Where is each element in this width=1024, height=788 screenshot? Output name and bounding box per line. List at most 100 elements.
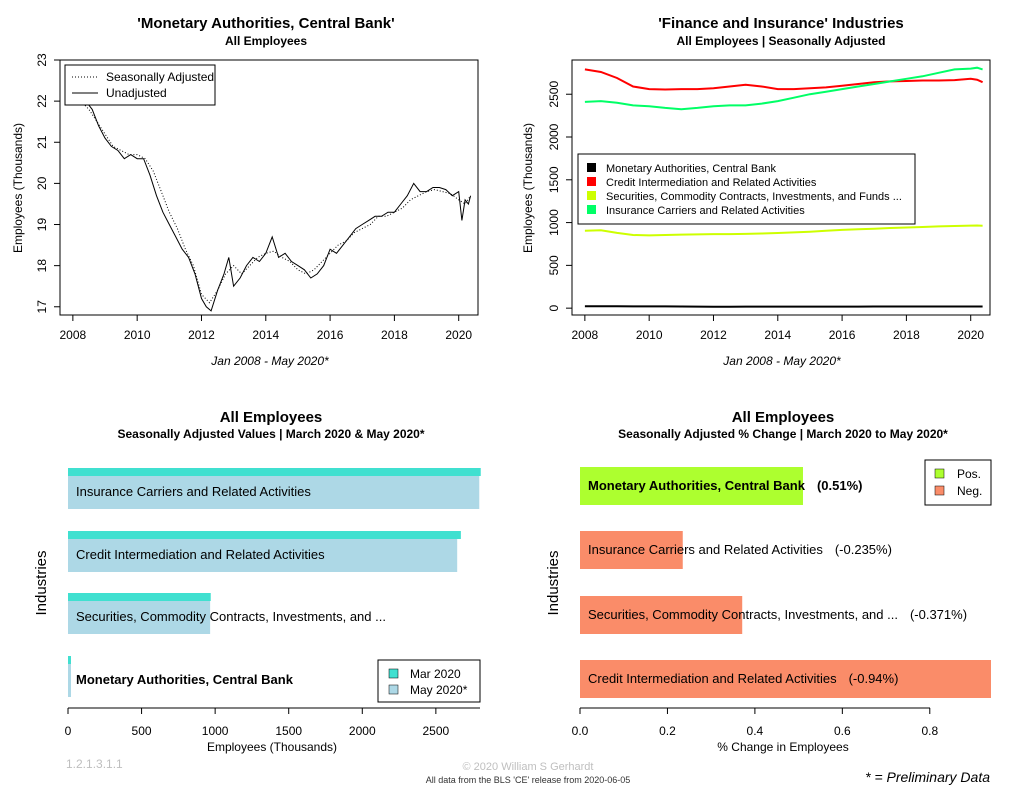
chart3-bar-may-3: [68, 664, 71, 697]
chart4-legend-entry-pos: Pos.: [957, 467, 981, 481]
chart2-xtick-label: 2010: [636, 328, 663, 342]
chart3-legend-swatch-0: [388, 668, 399, 679]
chart4-bar-2: [580, 596, 743, 634]
chart2-series-2-line: [584, 224, 983, 237]
chart2-ytick-label: 1500: [547, 166, 561, 193]
chart2-series-1-line: [584, 68, 984, 91]
chart1-ytick-label: 17: [35, 300, 49, 314]
chart3-category-label-0: Insurance Carriers and Related Activitie…: [76, 484, 311, 499]
chart2-ytick-label: 2500: [547, 81, 561, 108]
chart4-title: All Employees: [732, 409, 835, 426]
chart3-xtick-label: 500: [132, 724, 152, 738]
source-label: All data from the BLS 'CE' release from …: [426, 775, 631, 785]
finance-insurance-line-chart: 'Finance and Insurance' Industries All E…: [521, 15, 991, 368]
chart1-legend-entry-1: Unadjusted: [106, 86, 167, 100]
chart3-legend-entry-0: Mar 2020: [410, 667, 461, 681]
chart1-xtick-label: 2018: [381, 328, 408, 342]
chart2-legend-swatch-3: [587, 205, 596, 214]
chart4-xtick-label: 0.4: [747, 724, 764, 738]
chart1-ytick-label: 19: [35, 218, 49, 232]
chart4-bar-0: [580, 467, 803, 505]
chart2-ytick-label: 0: [547, 304, 561, 311]
chart1-plot-frame: [59, 59, 479, 316]
chart3-bar-mar-0: [68, 468, 481, 476]
chart3-legend-swatch-1: [388, 684, 399, 695]
chart1-xtick-label: 2012: [188, 328, 215, 342]
chart3-subtitle: Seasonally Adjusted Values | March 2020 …: [117, 427, 424, 441]
chart1-ytick-label: 20: [35, 176, 49, 190]
chart3-legend-entry-1: May 2020*: [410, 683, 468, 697]
chart3-xtick-label: 1500: [275, 724, 302, 738]
chart2-legend-entry-2: Securities, Commodity Contracts, Investm…: [606, 191, 902, 203]
chart4-subtitle: Seasonally Adjusted % Change | March 202…: [618, 427, 948, 441]
chart2-legend-swatch-1: [587, 177, 596, 186]
chart3-ylabel: Industries: [33, 550, 50, 615]
chart3-legend: Mar 2020 May 2020*: [377, 659, 481, 703]
chart1-series-0-line: [72, 96, 472, 304]
chart1-ytick-label: 18: [35, 259, 49, 273]
chart4-legend: Pos. Neg.: [924, 459, 992, 506]
chart2-xtick-label: 2012: [700, 328, 727, 342]
chart4-legend-swatch-pos: [934, 468, 945, 479]
chart2-xtick-label: 2014: [764, 328, 791, 342]
chart4-xtick-label: 0.2: [659, 724, 676, 738]
chart4-bar-1: [580, 531, 683, 569]
copyright-label: © 2020 William S Gerhardt: [463, 761, 594, 773]
chart3-bar-mar-2: [68, 593, 211, 601]
chart2-legend-swatch-0: [587, 163, 596, 172]
chart2-legend: Monetary Authorities, Central Bank Credi…: [577, 153, 916, 225]
chart2-subtitle: All Employees | Seasonally Adjusted: [677, 34, 886, 48]
chart4-legend-entry-neg: Neg.: [957, 484, 982, 498]
chart4-category-label-1: Insurance Carriers and Related Activitie…: [588, 542, 823, 557]
chart4-category-label-2: Securities, Commodity Contracts, Investm…: [588, 607, 898, 622]
chart1-ytick-label: 23: [35, 53, 49, 67]
chart3-bar-may-1: [68, 539, 458, 572]
chart1-ytick-label: 21: [35, 135, 49, 149]
chart1-title: 'Monetary Authorities, Central Bank': [137, 15, 394, 32]
chart2-xtick-label: 2008: [572, 328, 599, 342]
chart4-value-label-2: (-0.371%): [910, 607, 967, 622]
chart1-xtick-label: 2008: [60, 328, 87, 342]
chart1-xtick-label: 2016: [317, 328, 344, 342]
chart2-ytick-label: 500: [547, 255, 561, 275]
chart4-category-label-0: Monetary Authorities, Central Bank: [588, 478, 806, 493]
chart4-xtick-label: 0.0: [572, 724, 589, 738]
chart4-value-label-1: (-0.235%): [835, 542, 892, 557]
chart2-xtick-label: 2018: [893, 328, 920, 342]
chart3-xtick-label: 2500: [423, 724, 450, 738]
chart2-ylabel: Employees (Thousands): [521, 123, 535, 253]
chart3-category-label-2: Securities, Commodity Contracts, Investm…: [76, 609, 386, 624]
chart3-xtick-label: 2000: [349, 724, 376, 738]
chart2-title: 'Finance and Insurance' Industries: [658, 15, 904, 32]
monetary-authorities-line-chart: 'Monetary Authorities, Central Bank' All…: [11, 15, 479, 368]
chart3-bar-mar-3: [68, 656, 71, 664]
chart1-legend: Seasonally Adjusted Unadjusted: [64, 64, 216, 106]
percent-change-bar-chart: All Employees Seasonally Adjusted % Chan…: [545, 409, 992, 754]
chart1-xtick-label: 2014: [252, 328, 279, 342]
chart2-ytick-label: 2000: [547, 123, 561, 150]
chart4-xtick-label: 0.8: [921, 724, 938, 738]
version-label: 1.2.1.3.1.1: [66, 757, 123, 771]
chart3-title: All Employees: [220, 409, 323, 426]
chart2-legend-entry-3: Insurance Carriers and Related Activitie…: [606, 205, 805, 217]
chart4-legend-swatch-neg: [934, 485, 945, 496]
chart4-ylabel: Industries: [545, 550, 562, 615]
chart1-ylabel: Employees (Thousands): [11, 123, 25, 253]
chart4-value-label-0: (0.51%): [817, 478, 863, 493]
chart3-category-label-3: Monetary Authorities, Central Bank: [76, 672, 294, 687]
chart1-xtick-label: 2020: [445, 328, 472, 342]
chart4-value-label-3: (-0.94%): [849, 671, 899, 686]
chart2-xlabel: Jan 2008 - May 2020*: [722, 354, 841, 368]
chart4-category-label-3: Credit Intermediation and Related Activi…: [588, 671, 837, 686]
chart2-ytick-label: 1000: [547, 209, 561, 236]
chart4-xlabel: % Change in Employees: [717, 740, 848, 754]
chart2-legend-entry-0: Monetary Authorities, Central Bank: [606, 163, 776, 175]
chart2-plot-frame: [571, 59, 991, 316]
employees-bar-chart: All Employees Seasonally Adjusted Values…: [33, 409, 481, 754]
chart1-xlabel: Jan 2008 - May 2020*: [210, 354, 329, 368]
chart1-subtitle: All Employees: [225, 34, 307, 48]
chart2-legend-entry-1: Credit Intermediation and Related Activi…: [606, 177, 817, 189]
chart2-xtick-label: 2020: [957, 328, 984, 342]
chart4-xtick-label: 0.6: [834, 724, 851, 738]
